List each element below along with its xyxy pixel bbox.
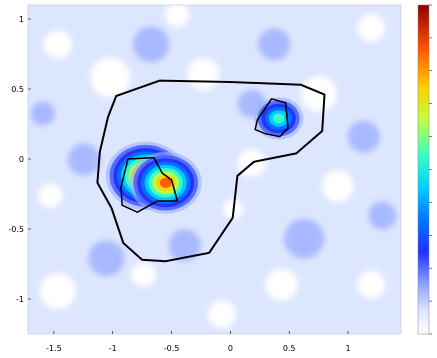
- heat-level: [272, 113, 285, 124]
- hotspot-2: [129, 151, 202, 214]
- y-tick-label: 0: [19, 155, 24, 164]
- region-boundary-2: [120, 156, 179, 213]
- texture-blob: [258, 28, 291, 61]
- texture-blob: [43, 30, 72, 59]
- texture-blob: [357, 14, 386, 43]
- texture-blob: [321, 169, 354, 202]
- texture-blob: [284, 218, 325, 259]
- texture-blob: [39, 273, 76, 310]
- x-tick-label: 1: [346, 344, 351, 353]
- plot-frame: [27, 4, 402, 335]
- texture-blob: [30, 101, 55, 126]
- x-tick-label: 0: [228, 344, 233, 353]
- texture-blob: [133, 26, 170, 63]
- texture-blob: [265, 268, 298, 301]
- texture-blob: [165, 5, 190, 27]
- texture-blob: [357, 270, 386, 299]
- hotspot-3: [253, 97, 304, 140]
- colorbar-ticks: [429, 4, 432, 335]
- texture-blob: [67, 143, 100, 176]
- texture-blob: [38, 183, 63, 208]
- y-tick-label: 1: [19, 15, 24, 24]
- x-tick-label: -0.5: [164, 344, 180, 353]
- texture-blob: [131, 262, 156, 287]
- texture-blob: [90, 57, 131, 98]
- texture-blob: [168, 229, 201, 262]
- colorbar: [417, 4, 432, 335]
- region-boundaries: [96, 79, 326, 263]
- texture-blob: [368, 201, 397, 230]
- plot-area: [27, 4, 402, 335]
- texture-blob: [207, 300, 236, 329]
- x-axis: -1.5 -1 -0.5 0 0.5 1: [46, 331, 351, 353]
- x-tick-label: -1.5: [46, 344, 62, 353]
- x-tick-label: -1: [109, 344, 117, 353]
- texture-blob: [300, 75, 337, 112]
- texture-blob: [88, 240, 125, 277]
- y-tick-label: -1: [16, 295, 24, 304]
- texture-blob: [187, 58, 220, 91]
- y-axis: 1 0.5 0 -0.5 -1: [8, 15, 31, 304]
- texture-blob: [347, 120, 380, 153]
- region-boundary-1: [96, 79, 326, 263]
- y-tick-label: 0.5: [11, 85, 24, 94]
- region-boundary-3: [254, 98, 289, 138]
- colorbar-gradient: [417, 4, 430, 335]
- y-tick-label: -0.5: [8, 225, 24, 234]
- heat-level: [159, 177, 172, 188]
- x-tick-label: 0.5: [283, 344, 296, 353]
